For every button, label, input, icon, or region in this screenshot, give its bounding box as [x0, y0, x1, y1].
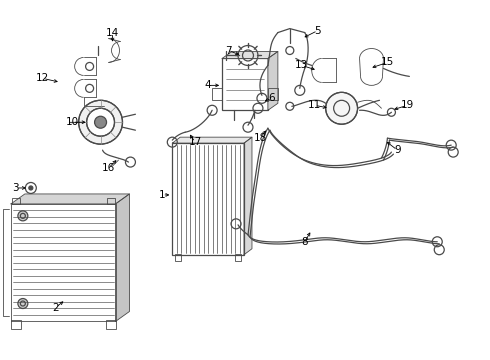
Bar [12, 198, 20, 204]
Text: 3: 3 [13, 183, 19, 193]
Text: 12: 12 [36, 73, 49, 84]
Circle shape [87, 108, 115, 136]
Text: 19: 19 [401, 100, 414, 110]
Bar [11, 320, 21, 329]
Text: 6: 6 [269, 93, 275, 103]
Circle shape [18, 298, 28, 309]
Text: 11: 11 [308, 100, 321, 110]
Text: 4: 4 [205, 80, 212, 90]
Text: 1: 1 [159, 190, 166, 200]
Text: 14: 14 [106, 28, 119, 37]
Text: 8: 8 [301, 237, 308, 247]
Text: 2: 2 [52, 302, 59, 312]
Bar [222, 58, 268, 110]
Text: 7: 7 [225, 45, 231, 55]
Text: 15: 15 [381, 58, 394, 67]
Polygon shape [244, 137, 252, 255]
Polygon shape [116, 194, 129, 321]
Polygon shape [11, 204, 116, 321]
Circle shape [95, 116, 106, 128]
Text: 9: 9 [394, 145, 401, 155]
Circle shape [18, 211, 28, 221]
Bar [235, 254, 241, 261]
Text: 16: 16 [102, 163, 115, 173]
Text: 17: 17 [189, 137, 202, 147]
Bar [172, 143, 244, 255]
Text: 13: 13 [295, 60, 308, 71]
Polygon shape [268, 51, 278, 110]
Polygon shape [172, 137, 252, 143]
Polygon shape [11, 194, 129, 204]
Circle shape [78, 100, 122, 144]
Circle shape [29, 186, 33, 190]
Text: 18: 18 [253, 133, 267, 143]
Text: 10: 10 [66, 117, 79, 127]
Bar [175, 254, 181, 261]
Text: 5: 5 [315, 26, 321, 36]
Bar [106, 198, 115, 204]
Polygon shape [222, 51, 278, 58]
Bar [105, 320, 116, 329]
Circle shape [326, 92, 358, 124]
Bar [268, 88, 278, 100]
Bar [212, 88, 222, 100]
